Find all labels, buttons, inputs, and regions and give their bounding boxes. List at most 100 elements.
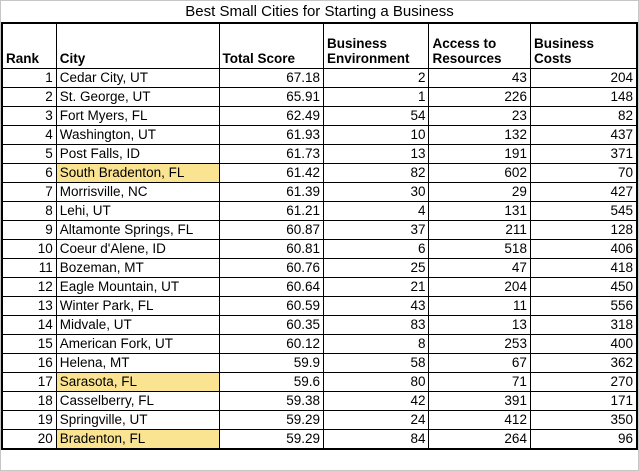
cell-city[interactable]: St. George, UT	[55, 86, 220, 107]
cell-business-costs[interactable]: 362	[529, 352, 638, 373]
cell-rank[interactable]: 5	[1, 143, 57, 164]
cell-rank[interactable]: 20	[1, 428, 57, 449]
cell-access-to-resources[interactable]: 391	[428, 390, 531, 411]
cell-city[interactable]: Eagle Mountain, UT	[55, 276, 220, 297]
cell-business-environment[interactable]: 82	[322, 162, 430, 183]
column-header-business-environment[interactable]: Business Environment	[322, 22, 430, 69]
column-header-city[interactable]: City	[55, 22, 220, 69]
column-header-total-score[interactable]: Total Score	[218, 22, 325, 69]
cell-access-to-resources[interactable]: 253	[428, 333, 531, 354]
cell-city[interactable]: Morrisville, NC	[55, 181, 220, 202]
cell-business-environment[interactable]: 42	[322, 390, 430, 411]
column-header-access-to-resources[interactable]: Access to Resources	[428, 22, 531, 69]
cell-city[interactable]: Lehi, UT	[55, 200, 220, 221]
cell-business-environment[interactable]: 10	[322, 124, 430, 145]
cell-rank[interactable]: 19	[1, 409, 57, 430]
cell-rank[interactable]: 13	[1, 295, 57, 316]
cell-rank[interactable]: 2	[1, 86, 57, 107]
cell-city[interactable]: Helena, MT	[55, 352, 220, 373]
cell-total-score[interactable]: 61.39	[218, 181, 325, 202]
column-header-rank[interactable]: Rank	[1, 22, 57, 69]
cell-access-to-resources[interactable]: 29	[428, 181, 531, 202]
cell-business-costs[interactable]: 318	[529, 314, 638, 335]
cell-business-costs[interactable]: 406	[529, 238, 638, 259]
cell-access-to-resources[interactable]: 131	[428, 200, 531, 221]
cell-business-costs[interactable]: 450	[529, 276, 638, 297]
cell-business-costs[interactable]: 204	[529, 67, 638, 88]
cell-business-environment[interactable]: 1	[322, 86, 430, 107]
cell-total-score[interactable]: 60.81	[218, 238, 325, 259]
cell-city[interactable]: Winter Park, FL	[55, 295, 220, 316]
cell-business-costs[interactable]: 82	[529, 105, 638, 126]
cell-rank[interactable]: 1	[1, 67, 57, 88]
cell-access-to-resources[interactable]: 43	[428, 67, 531, 88]
cell-total-score[interactable]: 65.91	[218, 86, 325, 107]
cell-city[interactable]: Midvale, UT	[55, 314, 220, 335]
cell-city[interactable]: Post Falls, ID	[55, 143, 220, 164]
cell-business-environment[interactable]: 54	[322, 105, 430, 126]
cell-access-to-resources[interactable]: 264	[428, 428, 531, 449]
cell-business-costs[interactable]: 96	[529, 428, 638, 449]
cell-total-score[interactable]: 60.12	[218, 333, 325, 354]
cell-rank[interactable]: 17	[1, 371, 57, 392]
cell-rank[interactable]: 10	[1, 238, 57, 259]
cell-rank[interactable]: 11	[1, 257, 57, 278]
cell-total-score[interactable]: 59.6	[218, 371, 325, 392]
cell-business-environment[interactable]: 2	[322, 67, 430, 88]
cell-total-score[interactable]: 61.73	[218, 143, 325, 164]
cell-rank[interactable]: 4	[1, 124, 57, 145]
cell-access-to-resources[interactable]: 226	[428, 86, 531, 107]
cell-total-score[interactable]: 61.93	[218, 124, 325, 145]
cell-total-score[interactable]: 62.49	[218, 105, 325, 126]
cell-city[interactable]: Bradenton, FL	[55, 428, 220, 449]
cell-city[interactable]: Coeur d'Alene, ID	[55, 238, 220, 259]
cell-business-environment[interactable]: 30	[322, 181, 430, 202]
cell-total-score[interactable]: 60.76	[218, 257, 325, 278]
cell-access-to-resources[interactable]: 47	[428, 257, 531, 278]
cell-business-environment[interactable]: 21	[322, 276, 430, 297]
cell-business-costs[interactable]: 400	[529, 333, 638, 354]
cell-access-to-resources[interactable]: 23	[428, 105, 531, 126]
cell-business-costs[interactable]: 148	[529, 86, 638, 107]
cell-business-costs[interactable]: 128	[529, 219, 638, 240]
cell-city[interactable]: Washington, UT	[55, 124, 220, 145]
cell-business-costs[interactable]: 418	[529, 257, 638, 278]
cell-city[interactable]: Fort Myers, FL	[55, 105, 220, 126]
cell-city[interactable]: Springville, UT	[55, 409, 220, 430]
cell-business-environment[interactable]: 25	[322, 257, 430, 278]
cell-city[interactable]: Cedar City, UT	[55, 67, 220, 88]
cell-access-to-resources[interactable]: 191	[428, 143, 531, 164]
cell-access-to-resources[interactable]: 67	[428, 352, 531, 373]
cell-access-to-resources[interactable]: 211	[428, 219, 531, 240]
cell-access-to-resources[interactable]: 204	[428, 276, 531, 297]
cell-city[interactable]: Bozeman, MT	[55, 257, 220, 278]
cell-rank[interactable]: 6	[1, 162, 57, 183]
cell-business-environment[interactable]: 6	[322, 238, 430, 259]
cell-access-to-resources[interactable]: 11	[428, 295, 531, 316]
cell-total-score[interactable]: 60.87	[218, 219, 325, 240]
cell-business-costs[interactable]: 371	[529, 143, 638, 164]
column-header-business-costs[interactable]: Business Costs	[529, 22, 638, 69]
cell-rank[interactable]: 15	[1, 333, 57, 354]
cell-access-to-resources[interactable]: 412	[428, 409, 531, 430]
cell-access-to-resources[interactable]: 518	[428, 238, 531, 259]
cell-rank[interactable]: 9	[1, 219, 57, 240]
cell-rank[interactable]: 7	[1, 181, 57, 202]
cell-access-to-resources[interactable]: 71	[428, 371, 531, 392]
cell-total-score[interactable]: 60.64	[218, 276, 325, 297]
cell-total-score[interactable]: 59.38	[218, 390, 325, 411]
cell-rank[interactable]: 3	[1, 105, 57, 126]
cell-rank[interactable]: 14	[1, 314, 57, 335]
cell-business-costs[interactable]: 270	[529, 371, 638, 392]
cell-business-environment[interactable]: 4	[322, 200, 430, 221]
cell-access-to-resources[interactable]: 602	[428, 162, 531, 183]
cell-total-score[interactable]: 60.35	[218, 314, 325, 335]
cell-city[interactable]: American Fork, UT	[55, 333, 220, 354]
cell-access-to-resources[interactable]: 13	[428, 314, 531, 335]
cell-city[interactable]: Altamonte Springs, FL	[55, 219, 220, 240]
cell-total-score[interactable]: 59.29	[218, 428, 325, 449]
cell-total-score[interactable]: 59.29	[218, 409, 325, 430]
cell-business-environment[interactable]: 83	[322, 314, 430, 335]
cell-city[interactable]: Sarasota, FL	[55, 371, 220, 392]
cell-rank[interactable]: 12	[1, 276, 57, 297]
